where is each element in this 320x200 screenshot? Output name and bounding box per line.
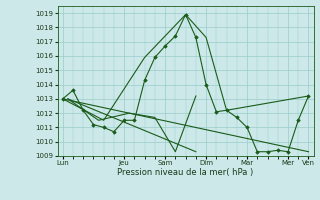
- X-axis label: Pression niveau de la mer( hPa ): Pression niveau de la mer( hPa ): [117, 168, 254, 177]
